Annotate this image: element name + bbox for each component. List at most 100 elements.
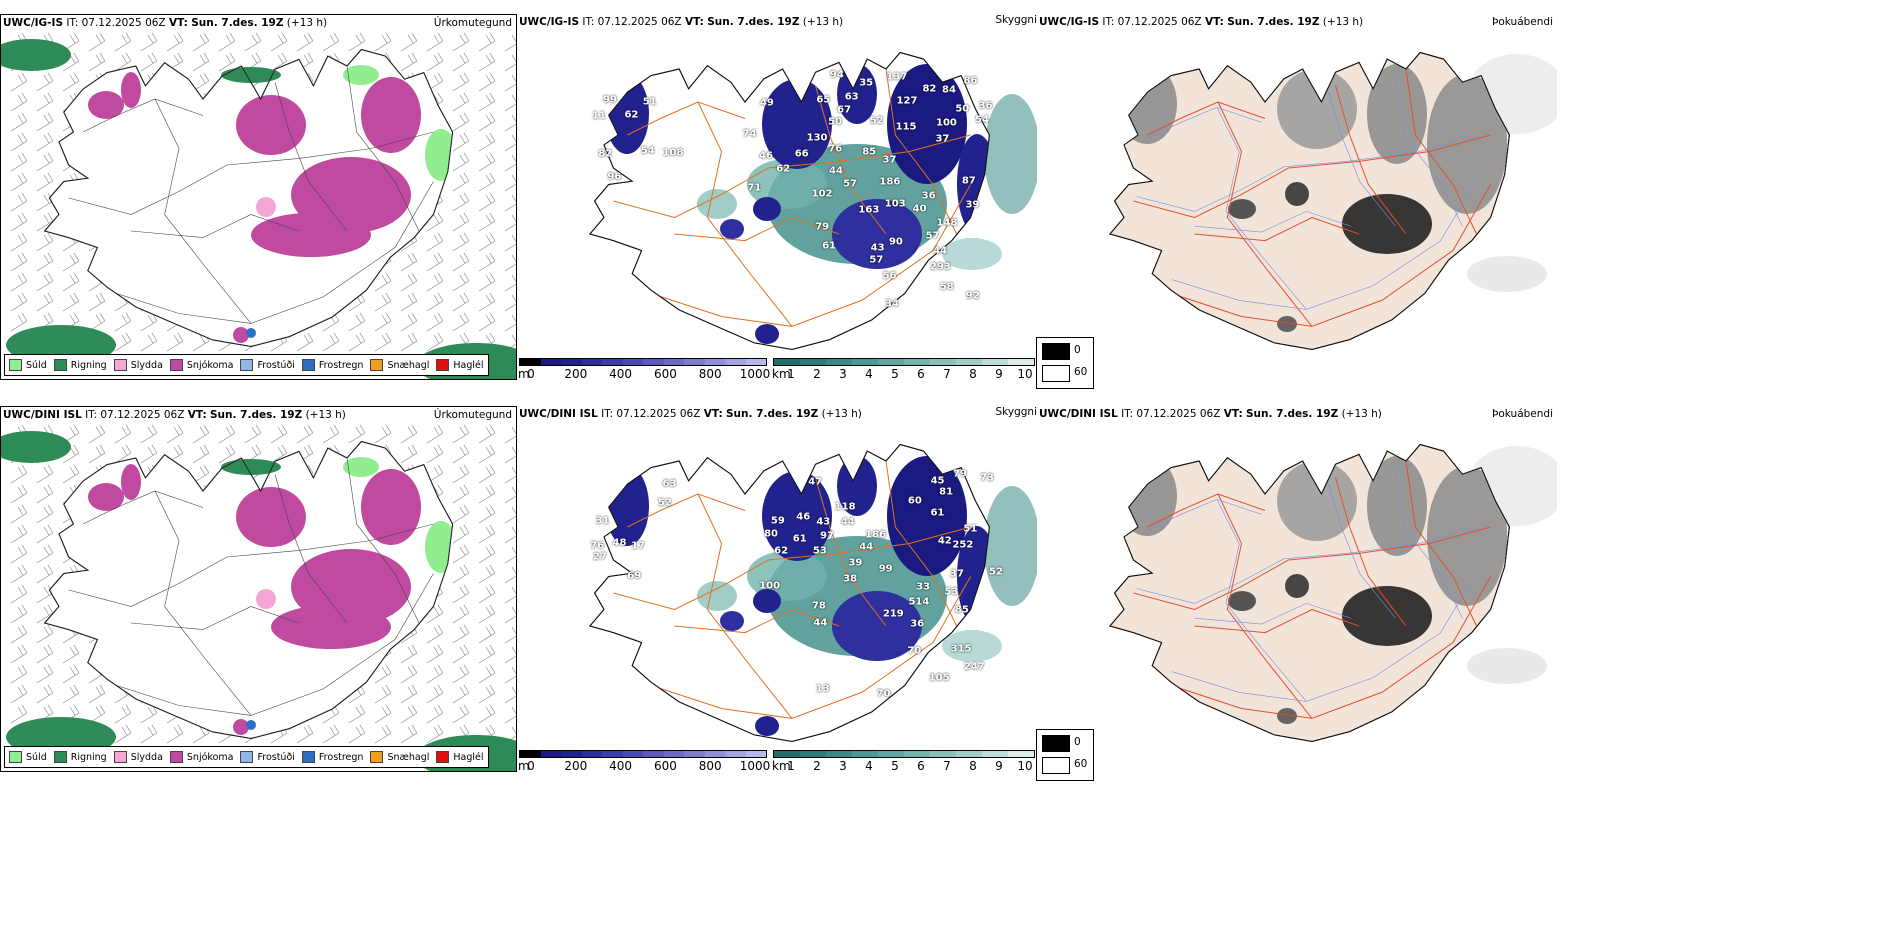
colorbar-tick: 7: [943, 367, 951, 381]
colorbar-unit: km: [772, 367, 791, 381]
fog-legend-row1: 0 60: [1036, 337, 1094, 389]
legend-swatch: [436, 751, 450, 763]
cloud-base-label: 99: [878, 563, 893, 575]
legend-item-0: Súld: [9, 359, 47, 371]
colorbar-segment: [704, 359, 725, 365]
cloud-base-label: 76: [828, 143, 843, 155]
precip-type-legend: Súld Rigning Slydda Snjókoma Frostúði Frostre…: [4, 746, 489, 768]
colorbar-unit: km: [772, 759, 791, 773]
colorbar-segment: [826, 751, 852, 757]
cloud-base-label: 52: [657, 497, 672, 509]
cloud-base-label: 54: [640, 145, 655, 157]
cloud-base-label: 36: [978, 100, 993, 111]
cloud-base-label: 36: [921, 190, 936, 201]
colorbar-tick: 1000: [739, 367, 771, 381]
cloud-base-label: 71: [747, 182, 762, 194]
fog-dark-swatch: [1042, 735, 1070, 752]
cloud-base-label: 105: [928, 672, 950, 684]
colorbar-segment: [581, 359, 602, 365]
legend-swatch: [436, 359, 450, 371]
cloud-base-label: 85: [954, 604, 969, 616]
cloud-base-label: 43: [870, 242, 885, 254]
cloud-base-label: 293: [929, 261, 951, 273]
fog-legend-row2: 0 60: [1036, 729, 1094, 781]
cloud-base-label: 51: [642, 96, 657, 108]
legend-item-3: Snjókoma: [169, 359, 233, 371]
colorbar-segment: [1008, 751, 1034, 757]
colorbar-segment: [878, 751, 904, 757]
cloud-title: UWC/IG-IS IT: 07.12.2025 06Z VT: Sun. 7.…: [519, 16, 844, 28]
colorbar-segment: [540, 751, 561, 757]
cloud-base-label: 44: [813, 617, 828, 629]
cloud-base-map: [589, 443, 1037, 743]
cloud-base-label: 186: [865, 529, 887, 541]
colorbar-segment: [1008, 359, 1034, 365]
precip-type-legend: Súld Rigning Slydda Snjókoma Frostúði Frostre…: [4, 354, 489, 376]
fog-name: Þokuábendi: [1492, 16, 1553, 28]
cloud-base-label: 44: [829, 165, 843, 177]
colorbar-segment: [982, 751, 1008, 757]
cloud-base-label: 84: [942, 84, 956, 96]
legend-item-5: Frostregn: [301, 359, 363, 371]
legend-label: Frostregn: [318, 751, 364, 763]
colorbar-strip: [519, 358, 767, 366]
cloud-base-label: 90: [888, 236, 903, 248]
cloud-base-label: 17: [631, 540, 646, 552]
colorbar-unit: m: [518, 367, 530, 381]
cloud-base-label: 52: [989, 566, 1003, 578]
colorbar-tick: 6: [917, 367, 925, 381]
cloud-base-label: 51: [963, 523, 978, 535]
colorbar-segment: [643, 751, 664, 757]
legend-swatch: [113, 359, 127, 371]
colorbar-unit: m: [518, 759, 530, 773]
colorbar-tick: 10: [1017, 367, 1033, 381]
cloud-base-label: 115: [895, 121, 917, 133]
colorbar-segment: [581, 751, 602, 757]
colorbar-segment: [852, 359, 878, 365]
cloud-base-label: 43: [816, 516, 831, 528]
colorbar-segment: [663, 751, 684, 757]
colorbar-tick: 800: [698, 759, 722, 773]
cloud-base-label: 78: [811, 600, 826, 612]
cloud-name: Skyggni: [995, 406, 1038, 418]
cloud-base-label: 130: [806, 132, 828, 144]
legend-item-4: Frostúði: [240, 359, 295, 371]
cloud-base-label: 53: [944, 586, 959, 598]
colorbar-tick: 1000: [739, 759, 771, 773]
cloud-base-label: 50: [955, 103, 970, 115]
colorbar-strip: [773, 358, 1035, 366]
cloud-base-label: 247: [963, 661, 985, 673]
colorbar-tick: 2: [813, 759, 821, 773]
cloud-base-label: 58: [939, 281, 954, 293]
colorbar-tick: 200: [564, 367, 588, 381]
fog-dark-label: 0: [1074, 736, 1081, 748]
colorbar-segment: [774, 751, 800, 757]
cloud-base-label: 137: [886, 71, 908, 83]
cloud-base-label: 61: [930, 507, 945, 519]
cloud-base-label: 85: [862, 146, 877, 158]
colorbar-segment: [800, 359, 826, 365]
legend-swatch: [53, 359, 67, 371]
cloud-base-label: 65: [816, 94, 831, 106]
legend-label: Snæhagl: [387, 751, 430, 763]
cloud-base-label: 70: [876, 688, 891, 700]
colorbar-segment: [956, 359, 982, 365]
legend-label: Frostúði: [257, 359, 295, 371]
cloud-base-label: 31: [595, 515, 610, 527]
fog-panel-row2: UWC/DINI ISL IT: 07.12.2025 06Z VT: Sun.…: [1037, 406, 1557, 772]
colorbar-tick: 600: [653, 759, 677, 773]
cloud-base-label: 44: [859, 541, 874, 553]
cloud-base-label: 37: [882, 154, 897, 166]
colorbar-tick: 8: [969, 759, 977, 773]
colorbar-strip: [519, 750, 767, 758]
colorbar-segment: [956, 751, 982, 757]
cloud-base-label: 35: [859, 77, 874, 89]
colorbar-tick: 4: [865, 367, 873, 381]
colorbar-segment: [704, 751, 725, 757]
colorbar-tick: 4: [865, 759, 873, 773]
cloud-base-label: 62: [774, 545, 789, 557]
cloud-base-label: 108: [662, 147, 684, 159]
legend-swatch: [240, 359, 254, 371]
cloud-base-label: 315: [950, 643, 972, 655]
colorbar-tick: 0: [527, 759, 535, 773]
